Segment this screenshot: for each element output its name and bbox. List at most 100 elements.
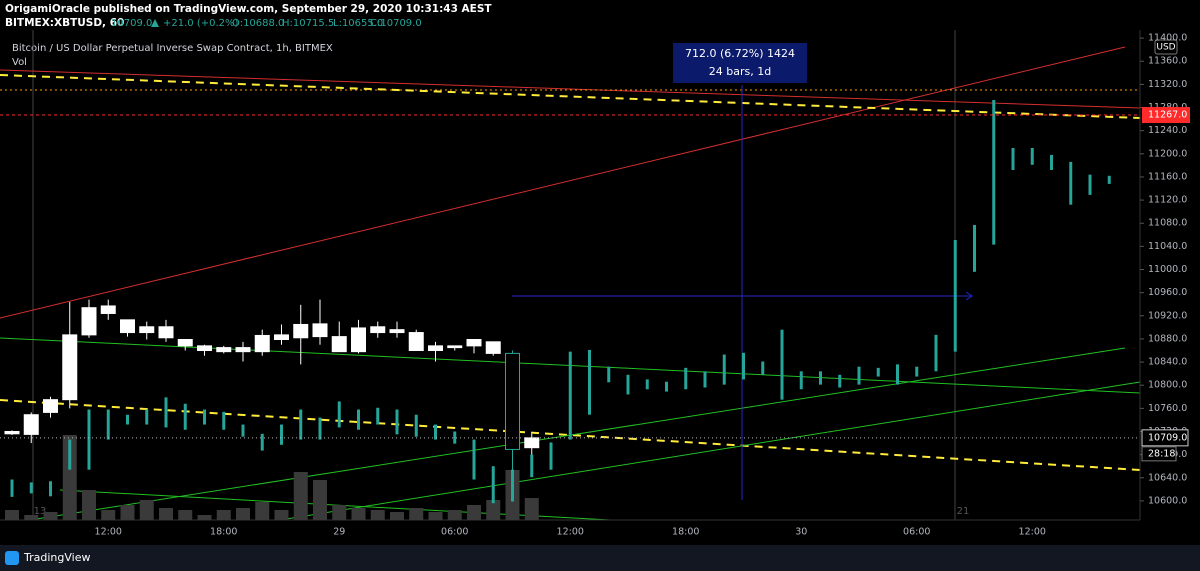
- overlay-bar: [241, 424, 245, 437]
- overlay-bar: [49, 481, 52, 497]
- x-tick-label: 30: [795, 527, 807, 538]
- y-tick-label: 11040.0: [1148, 241, 1187, 252]
- overlay-bar: [626, 374, 630, 395]
- volume-bar: [24, 515, 39, 520]
- overlay-bar: [222, 411, 226, 430]
- vol-label: Vol: [12, 57, 27, 68]
- overlay-bar: [530, 454, 534, 478]
- open: O:10688.0: [232, 18, 284, 29]
- candle-body: [177, 339, 193, 347]
- candle-body: [197, 345, 212, 351]
- candle-body: [351, 327, 366, 353]
- measure-box: [673, 43, 807, 83]
- volume-bar: [428, 512, 443, 520]
- candle-body: [23, 414, 39, 435]
- overlay-bar: [1088, 174, 1092, 195]
- candle-body: [100, 305, 116, 314]
- y-tick-label: 11080.0: [1148, 218, 1187, 229]
- candle-body: [370, 326, 386, 334]
- overlay-bar: [780, 329, 784, 400]
- overlay-bar: [260, 433, 264, 451]
- overlay-bar: [145, 409, 149, 425]
- last: 10709.0: [111, 18, 152, 29]
- overlay-bar: [29, 482, 33, 494]
- overlay-bar: [491, 466, 495, 504]
- overlay-bar: [1069, 161, 1073, 205]
- candle-body: [331, 336, 347, 353]
- symbol: BITMEX:XBTUSD, 60: [5, 17, 124, 29]
- candle-body: [4, 430, 20, 435]
- x-tick-label: 06:00: [903, 527, 930, 538]
- volume-bar: [216, 510, 231, 520]
- volume-bar: [332, 505, 347, 520]
- y-tick-label: 10960.0: [1148, 287, 1187, 298]
- y-tick-label: 11160.0: [1148, 171, 1187, 182]
- x-tick-label: 12:00: [95, 527, 122, 538]
- overlay-bar: [915, 366, 919, 377]
- candle-body: [235, 347, 251, 353]
- chart-title: Bitcoin / US Dollar Perpetual Inverse Sw…: [12, 43, 333, 54]
- up-arrow: [151, 19, 159, 27]
- volume-bar: [197, 515, 212, 520]
- last-price-box: [1141, 429, 1189, 447]
- overlay-bar: [183, 403, 187, 430]
- candle-body: [485, 341, 501, 354]
- overlay-bar: [665, 381, 668, 392]
- overlay-bar: [1050, 154, 1053, 170]
- overlay-bar: [742, 352, 745, 380]
- volume-bar: [62, 435, 77, 520]
- volume-bar: [82, 490, 96, 520]
- publisher: OrigamiOracle published on TradingView.c…: [5, 3, 492, 15]
- overlay-bar: [357, 409, 360, 430]
- brand: TradingView: [23, 551, 90, 564]
- candle-body: [120, 319, 135, 334]
- candle-body: [466, 339, 482, 347]
- volume-bar: [139, 500, 154, 520]
- close: C:10709.0: [370, 18, 422, 29]
- currency-box: [1154, 39, 1178, 55]
- volume-bar: [390, 512, 404, 520]
- candle-body: [158, 326, 174, 339]
- logo: TradingView: [5, 551, 90, 565]
- candle-body: [524, 437, 540, 449]
- y-tick-label: 10880.0: [1148, 333, 1187, 344]
- overlay-bar: [87, 409, 91, 470]
- overlay-bar: [126, 414, 129, 425]
- x-tick-label: 18:00: [210, 527, 237, 538]
- y-tick-label: 10920.0: [1148, 310, 1187, 321]
- level-box: [1142, 107, 1190, 124]
- overlay-bar: [1030, 148, 1034, 165]
- overlay-bar: [318, 417, 322, 440]
- volume-bar: [178, 510, 193, 520]
- volume-bar: [43, 512, 58, 520]
- overlay-bar: [857, 366, 861, 385]
- candle-body: [62, 334, 78, 401]
- overlay-bar: [934, 334, 938, 372]
- volume-bar: [351, 508, 366, 520]
- overlay-bar: [876, 367, 880, 377]
- candle-body: [81, 307, 97, 336]
- trend-line: [0, 46, 1126, 319]
- volume-bar: [524, 498, 539, 520]
- overlay-bar: [472, 439, 476, 480]
- overlay-bar: [164, 397, 168, 428]
- high: H:10715.5: [282, 18, 334, 29]
- volume-bar: [274, 510, 289, 520]
- candle-body: [428, 345, 443, 351]
- overlay-bar: [799, 371, 803, 390]
- y-tick-label: 11400.0: [1148, 33, 1187, 44]
- candle-body: [139, 326, 155, 334]
- measure-arrow: [965, 291, 973, 301]
- logo-icon: [5, 551, 19, 565]
- volume-bar: [120, 505, 135, 520]
- overlay-bar: [588, 349, 591, 415]
- currency: USD: [1156, 43, 1175, 53]
- overlay-bar: [434, 424, 437, 440]
- volume-bar: [255, 502, 270, 520]
- overlay-bar: [10, 479, 14, 497]
- x-tick-label: 12:00: [557, 527, 584, 538]
- volume-bar: [159, 508, 173, 520]
- overlay-bar: [299, 409, 303, 440]
- measure-text: 712.0 (6.72%) 1424: [685, 47, 795, 60]
- volume-bar: [467, 505, 481, 520]
